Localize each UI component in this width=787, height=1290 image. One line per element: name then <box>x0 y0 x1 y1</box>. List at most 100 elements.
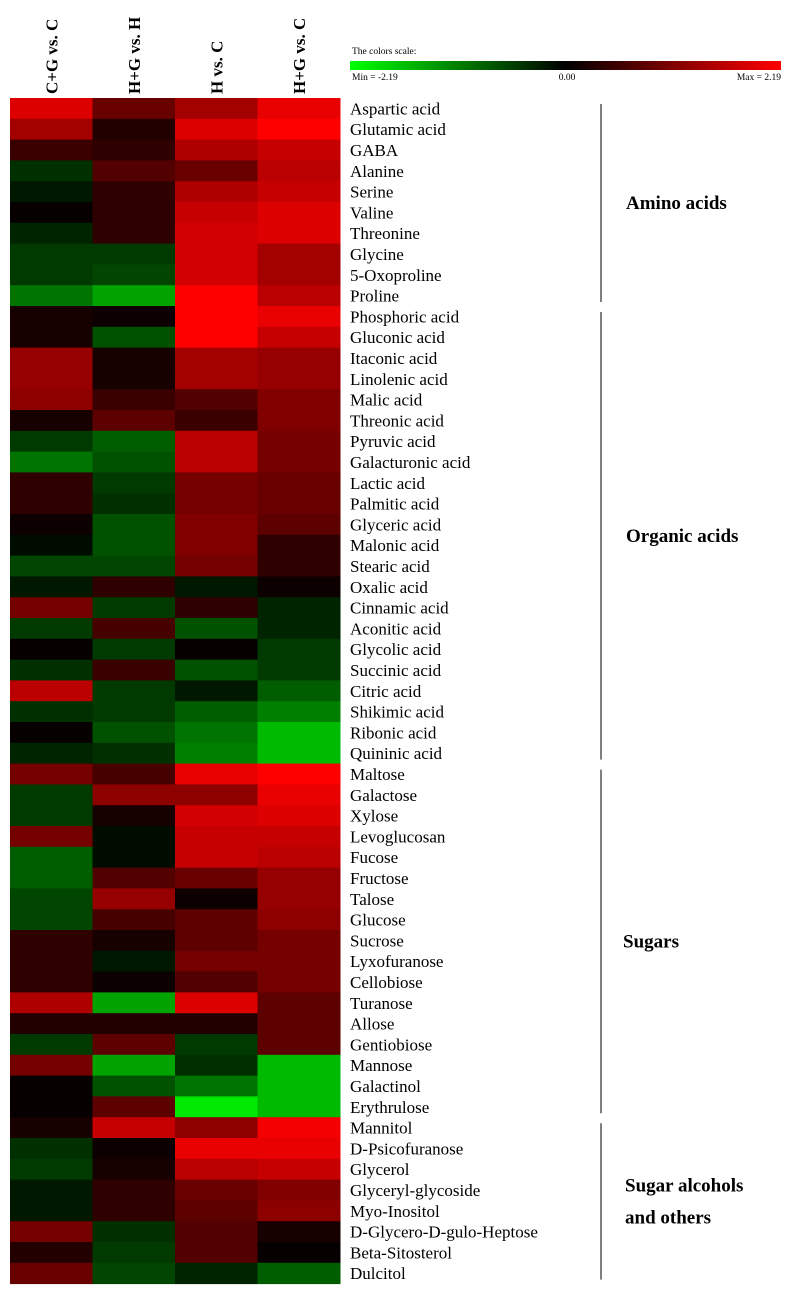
row-label-gluconic-acid: Gluconic acid <box>350 328 445 347</box>
row-label-glyceryl-glycoside: Glyceryl-glycoside <box>350 1181 480 1200</box>
row-label-lyxofuranose: Lyxofuranose <box>350 952 443 971</box>
heatmap-cell-galactose-col4 <box>257 784 341 806</box>
heatmap-cell-gluconic-acid-col3 <box>175 326 258 349</box>
heatmap-cell-glyceryl-glycoside-col3 <box>175 1179 258 1201</box>
heatmap-cell-threonic-acid-col1 <box>10 410 93 432</box>
heatmap-cell-phosphoric-acid-col3 <box>175 306 258 328</box>
heatmap-cell-cinnamic-acid-col2 <box>92 597 176 619</box>
heatmap-cell-xylose-col1 <box>10 805 93 827</box>
heatmap-cell-citric-acid-col3 <box>175 680 258 702</box>
heatmap-cell-glyceric-acid-col3 <box>175 514 258 536</box>
heatmap-cell-ribonic-acid-col1 <box>10 722 93 744</box>
heatmap-cell-allose-col3 <box>175 1013 258 1035</box>
heatmap-cell-cinnamic-acid-col3 <box>175 597 258 619</box>
heatmap-cell-phosphoric-acid-col2 <box>92 306 176 328</box>
group-label-amino-acids: Amino acids <box>626 193 727 214</box>
heatmap-cell-glycine-col2 <box>92 243 176 265</box>
heatmap-cell-threonine-col3 <box>175 222 258 245</box>
heatmap-cell-glucose-col4 <box>257 909 341 931</box>
heatmap-cell-serine-col2 <box>92 181 176 203</box>
heatmap-cell-succinic-acid-col2 <box>92 659 176 681</box>
heatmap-cell-galactinol-col4 <box>257 1075 341 1097</box>
heatmap-cell-mannitol-col3 <box>175 1117 258 1139</box>
heatmap-cell-aspartic-acid-col4 <box>257 98 341 120</box>
heatmap-cell-proline-col4 <box>257 285 341 307</box>
row-label-galactinol: Galactinol <box>350 1077 421 1096</box>
heatmap-cell-sucrose-col4 <box>257 930 341 952</box>
heatmap-cell-linolenic-acid-col2 <box>92 368 176 390</box>
heatmap-cell-glycerol-col3 <box>175 1158 258 1181</box>
heatmap-cell-malic-acid-col1 <box>10 389 93 411</box>
heatmap-cell-talose-col2 <box>92 888 176 910</box>
heatmap-cell-ribonic-acid-col3 <box>175 722 258 744</box>
heatmap-cell-talose-col4 <box>257 888 341 910</box>
color-scale-min-label: Min = -2.19 <box>352 73 398 83</box>
heatmap-cell-mannose-col1 <box>10 1054 93 1077</box>
heatmap-cell-glycine-col3 <box>175 243 258 265</box>
heatmap-cell-sucrose-col3 <box>175 930 258 952</box>
heatmap-cell-mannitol-col4 <box>257 1117 341 1139</box>
heatmap-cell-mannitol-col1 <box>10 1117 93 1139</box>
row-label-cellobiose: Cellobiose <box>350 973 423 992</box>
column-label-h-g-vs-h: H+G vs. H <box>125 17 144 94</box>
heatmap-cell-malonic-acid-col1 <box>10 534 93 557</box>
row-labels: Aspartic acid Glutamic acid GABA Alanine Ser… <box>350 99 538 1283</box>
heatmap-cell-gluconic-acid-col1 <box>10 326 93 349</box>
heatmap-cell-d-glycero-d-gulo-heptose-col4 <box>257 1221 341 1243</box>
heatmap-cell-beta-sitosterol-col3 <box>175 1242 258 1264</box>
heatmap-cell-succinic-acid-col4 <box>257 659 341 681</box>
heatmap-cell-oxalic-acid-col4 <box>257 576 341 598</box>
heatmap-cell-glycerol-col4 <box>257 1158 341 1181</box>
heatmap-cell-pyruvic-acid-col2 <box>92 430 176 453</box>
heatmap-cell-turanose-col2 <box>92 992 176 1014</box>
heatmap-cell-citric-acid-col1 <box>10 680 93 702</box>
heatmap-cell-allose-col1 <box>10 1013 93 1035</box>
color-scale-bar <box>350 61 781 70</box>
heatmap-cell-gentiobiose-col2 <box>92 1034 176 1056</box>
heatmap-cell-valine-col3 <box>175 202 258 224</box>
row-label-lactic-acid: Lactic acid <box>350 474 426 493</box>
heatmap-cell-aconitic-acid-col1 <box>10 618 93 640</box>
heatmap-cell-glyceryl-glycoside-col1 <box>10 1179 93 1201</box>
heatmap-cell-aconitic-acid-col3 <box>175 618 258 640</box>
heatmap-cell-proline-col1 <box>10 285 93 307</box>
column-label-h-g-vs-c: H+G vs. C <box>290 18 309 94</box>
row-label-glutamic-acid: Glutamic acid <box>350 120 446 139</box>
row-label-aconitic-acid: Aconitic acid <box>350 619 442 638</box>
heatmap-cell-valine-col2 <box>92 202 176 224</box>
heatmap-cell-quininic-acid-col4 <box>257 742 341 765</box>
heatmap-cell-quininic-acid-col3 <box>175 742 258 765</box>
row-label-allose: Allose <box>350 1015 394 1034</box>
heatmap-cell-galactose-col2 <box>92 784 176 806</box>
row-label-talose: Talose <box>350 890 394 909</box>
heatmap-cell-pyruvic-acid-col1 <box>10 430 93 453</box>
heatmap-cell-5-oxoproline-col2 <box>92 264 176 286</box>
heatmap-cell-serine-col1 <box>10 181 93 203</box>
heatmap-cell-glycolic-acid-col4 <box>257 638 341 661</box>
heatmap-cell-palmitic-acid-col1 <box>10 493 93 515</box>
heatmap-cell-itaconic-acid-col2 <box>92 347 176 369</box>
row-label-gaba: GABA <box>350 141 399 160</box>
heatmap-cell-mannose-col4 <box>257 1054 341 1077</box>
heatmap-cell-xylose-col2 <box>92 805 176 827</box>
heatmap-cell-threonine-col1 <box>10 222 93 245</box>
heatmap-cell-turanose-col3 <box>175 992 258 1014</box>
heatmap-cell-malonic-acid-col4 <box>257 534 341 557</box>
column-labels: C+G vs. C H+G vs. H H vs. C H+G vs. C <box>42 17 309 94</box>
heatmap-cell-turanose-col1 <box>10 992 93 1014</box>
heatmap-cell-glyceric-acid-col4 <box>257 514 341 536</box>
heatmap-cell-beta-sitosterol-col2 <box>92 1242 176 1264</box>
row-label-d-glycero-d-gulo-heptose: D-Glycero-D-gulo-Heptose <box>350 1223 538 1242</box>
heatmap-cell-cellobiose-col1 <box>10 971 93 993</box>
heatmap-cell-phosphoric-acid-col1 <box>10 306 93 328</box>
row-label-mannose: Mannose <box>350 1056 412 1075</box>
heatmap-cell-lyxofuranose-col3 <box>175 950 258 973</box>
heatmap-cell-linolenic-acid-col3 <box>175 368 258 390</box>
heatmap-cell-alanine-col3 <box>175 160 258 182</box>
column-label-h-vs-c: H vs. C <box>207 41 226 94</box>
heatmap-cell-galacturonic-acid-col4 <box>257 451 341 473</box>
row-label-valine: Valine <box>350 203 393 222</box>
heatmap-cell-d-glycero-d-gulo-heptose-col3 <box>175 1221 258 1243</box>
heatmap-cell-d-psicofuranose-col4 <box>257 1138 341 1160</box>
heatmap-cell-xylose-col4 <box>257 805 341 827</box>
